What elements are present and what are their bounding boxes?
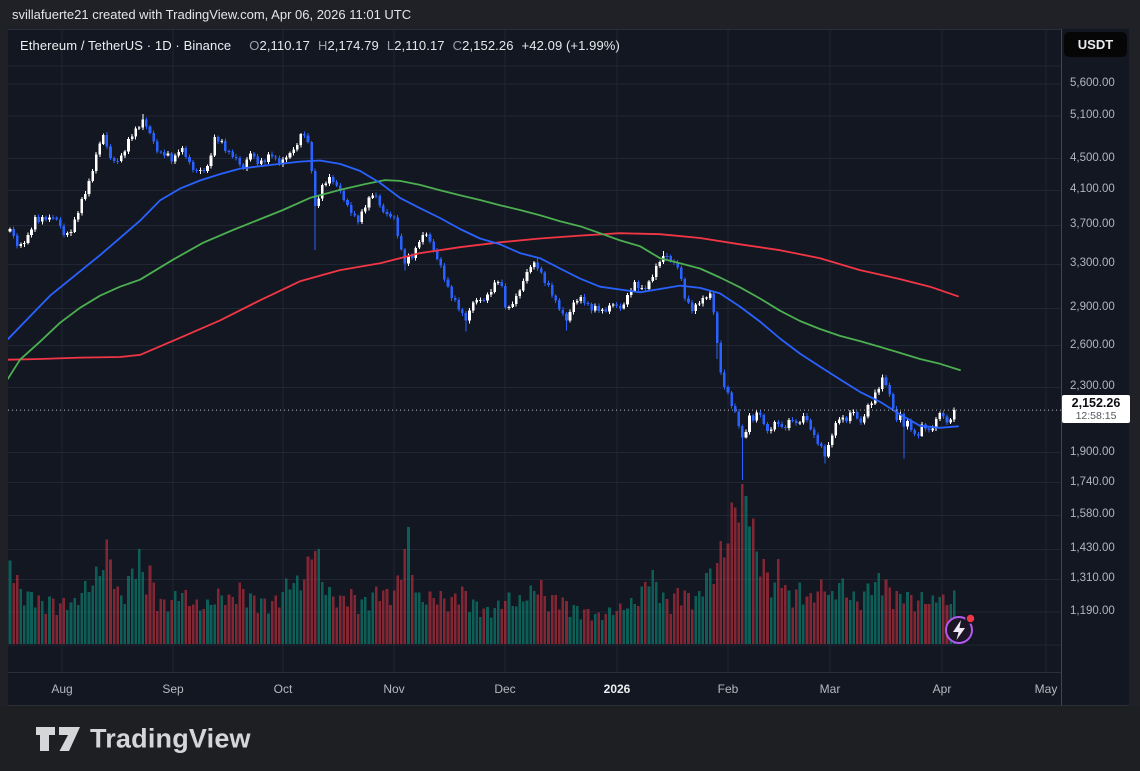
attribution-text: svillafuerte21 created with TradingView.… xyxy=(12,7,412,22)
price-axis-label: 1,900.00 xyxy=(1070,445,1115,458)
current-price-value: 2,152.26 xyxy=(1071,396,1121,411)
time-axis-month-label: Apr xyxy=(932,682,952,696)
time-axis-month-label: Oct xyxy=(273,682,293,696)
price-axis-label: 2,900.00 xyxy=(1070,301,1115,314)
ohlc-value: 2,152.26 xyxy=(462,38,514,53)
tradingview-wordmark: TradingView xyxy=(90,723,251,753)
footer: TradingView xyxy=(0,706,1140,771)
time-axis-month-label: Nov xyxy=(383,682,405,696)
ohlc-value: 2,110.17 xyxy=(259,38,310,53)
time-axis-month-label: Aug xyxy=(51,682,73,696)
attribution-bar: svillafuerte21 created with TradingView.… xyxy=(0,0,1140,29)
time-axis-month-label: Feb xyxy=(717,682,739,696)
change-value: +42.09 (+1.99%) xyxy=(521,38,620,53)
ma-mid-line xyxy=(8,179,961,380)
candlesticks xyxy=(8,113,956,481)
current-price-tag: 2,152.26 12:58:15 xyxy=(1062,395,1130,424)
time-axis-year-label: 2026 xyxy=(603,682,631,696)
price-axis-label: 4,500.00 xyxy=(1070,151,1115,164)
chart-plot[interactable] xyxy=(8,30,1061,673)
currency-button[interactable]: USDT xyxy=(1064,32,1127,57)
legend: Ethereum / TetherUS · 1D · Binance O2,110… xyxy=(20,38,620,53)
price-axis-label: 5,100.00 xyxy=(1070,108,1115,121)
ohlc-key: C xyxy=(452,38,463,53)
price-axis[interactable]: USDT 5,600.00 5,100.00 4,500.00 4,100.00 3,7… xyxy=(1061,29,1130,706)
price-axis-label: 1,580.00 xyxy=(1070,508,1115,521)
price-axis-label: 1,740.00 xyxy=(1070,475,1115,488)
ma-slow-line xyxy=(8,232,959,361)
price-axis-label: 4,100.00 xyxy=(1070,183,1115,196)
symbol-title: Ethereum / TetherUS · 1D · Binance xyxy=(20,38,232,53)
flash-icon[interactable] xyxy=(945,613,976,644)
ohlc-value: 2,110.17 xyxy=(394,38,445,53)
countdown-timer: 12:58:15 xyxy=(1075,410,1117,423)
time-axis-month-label: Mar xyxy=(819,682,841,696)
price-axis-label: 1,190.00 xyxy=(1070,605,1115,618)
price-axis-label: 2,300.00 xyxy=(1070,380,1115,393)
chart-panel[interactable]: Ethereum / TetherUS · 1D · Binance O2,110… xyxy=(8,29,1061,673)
time-axis-month-label: Sep xyxy=(162,682,184,696)
ohlc-key: L xyxy=(386,38,395,53)
time-axis-month-label: Dec xyxy=(494,682,516,696)
price-axis-label: 3,700.00 xyxy=(1070,218,1115,231)
time-axis[interactable]: Aug Sep Oct Nov Dec 2026 Feb Mar Apr May xyxy=(8,672,1061,706)
volume-bars xyxy=(8,484,956,644)
price-axis-label: 5,600.00 xyxy=(1070,76,1115,89)
price-axis-label: 2,600.00 xyxy=(1070,338,1115,351)
time-axis-month-label: May xyxy=(1034,682,1058,696)
ohlc-value: 2,174.79 xyxy=(327,38,379,53)
ma-fast-line xyxy=(8,159,959,429)
tradingview-logo-icon xyxy=(36,726,80,751)
price-axis-label: 1,310.00 xyxy=(1070,572,1115,585)
price-axis-label: 3,300.00 xyxy=(1070,257,1115,270)
price-axis-label: 1,430.00 xyxy=(1070,542,1115,555)
grid-lines xyxy=(8,30,1061,673)
ohlc-key: O xyxy=(249,38,260,53)
ohlc-values: O2,110.17 H2,174.79 L2,110.17 C2,152.26 +42.… xyxy=(241,38,620,53)
ohlc-key: H xyxy=(317,38,328,53)
